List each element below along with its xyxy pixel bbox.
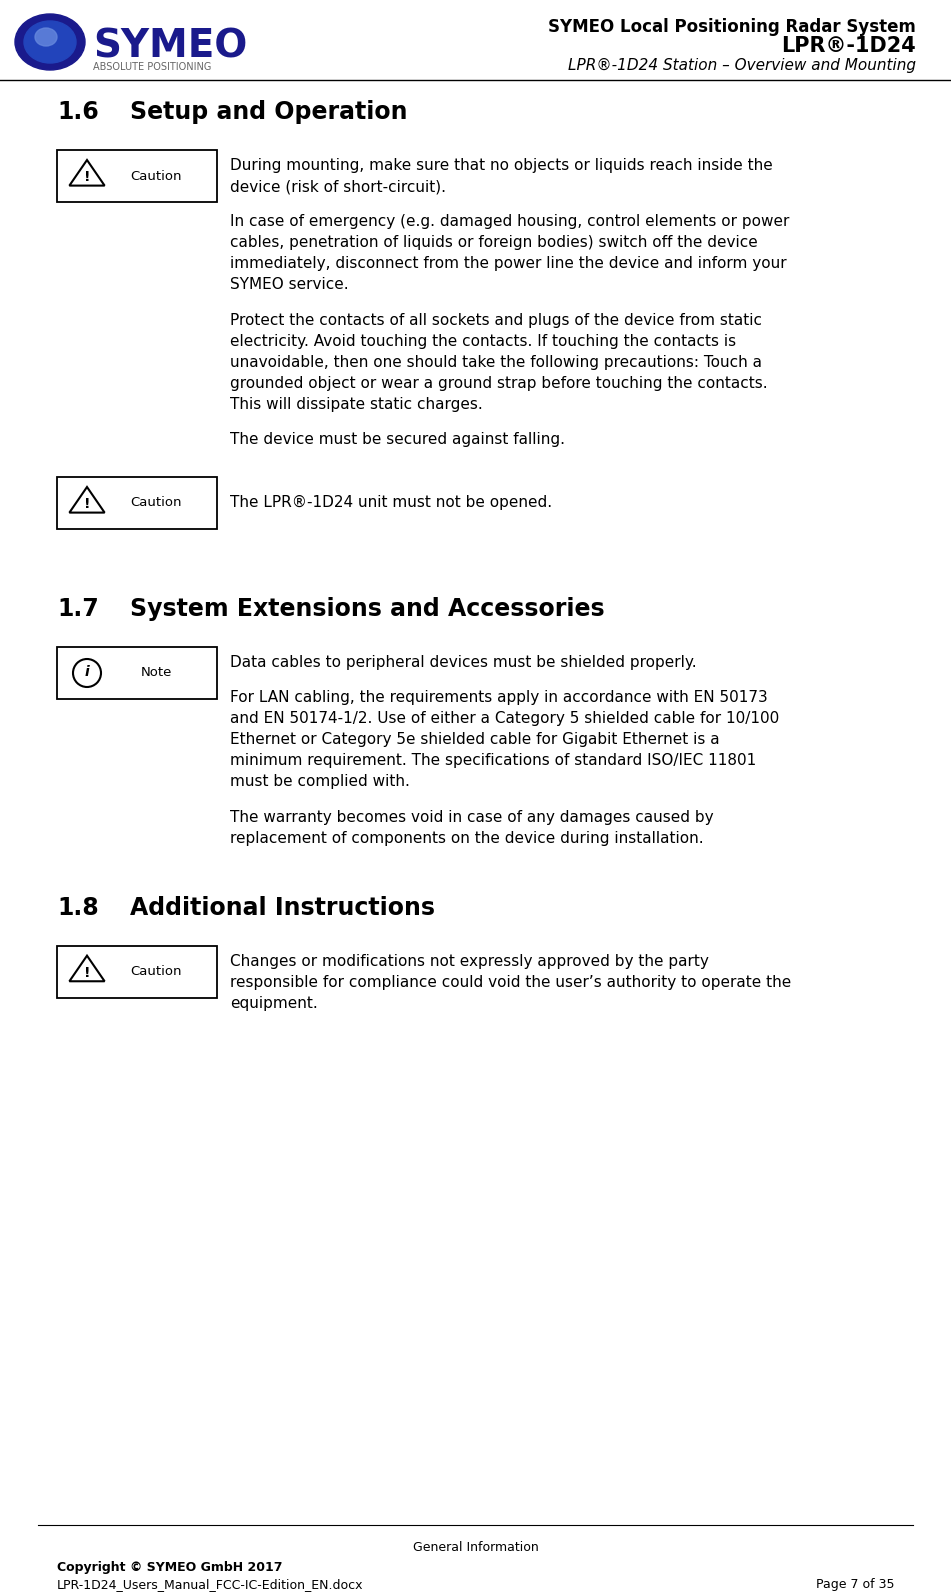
Text: !: ! bbox=[84, 965, 90, 980]
Text: grounded object or wear a ground strap before touching the contacts.: grounded object or wear a ground strap b… bbox=[230, 376, 767, 390]
Text: The device must be secured against falling.: The device must be secured against falli… bbox=[230, 432, 565, 448]
Text: minimum requirement. The specifications of standard ISO/IEC 11801: minimum requirement. The specifications … bbox=[230, 753, 756, 768]
Polygon shape bbox=[69, 487, 105, 513]
Text: This will dissipate static charges.: This will dissipate static charges. bbox=[230, 397, 483, 413]
Text: cables, penetration of liquids or foreign bodies) switch off the device: cables, penetration of liquids or foreig… bbox=[230, 236, 758, 250]
Text: Note: Note bbox=[141, 666, 172, 680]
Polygon shape bbox=[69, 956, 105, 981]
Text: Changes or modifications not expressly approved by the party: Changes or modifications not expressly a… bbox=[230, 954, 708, 969]
Text: !: ! bbox=[84, 497, 90, 511]
Text: 1.8: 1.8 bbox=[57, 895, 99, 919]
Text: replacement of components on the device during installation.: replacement of components on the device … bbox=[230, 830, 704, 846]
FancyBboxPatch shape bbox=[57, 150, 217, 202]
Text: During mounting, make sure that no objects or liquids reach inside the: During mounting, make sure that no objec… bbox=[230, 158, 773, 174]
Text: and EN 50174-1/2. Use of either a Category 5 shielded cable for 10/100: and EN 50174-1/2. Use of either a Catego… bbox=[230, 710, 779, 726]
Text: 1.6: 1.6 bbox=[57, 100, 99, 124]
Text: Caution: Caution bbox=[130, 965, 182, 978]
Text: System Extensions and Accessories: System Extensions and Accessories bbox=[130, 597, 605, 621]
Text: Ethernet or Category 5e shielded cable for Gigabit Ethernet is a: Ethernet or Category 5e shielded cable f… bbox=[230, 733, 720, 747]
Text: SYMEO service.: SYMEO service. bbox=[230, 277, 349, 293]
Text: SYMEO Local Positioning Radar System: SYMEO Local Positioning Radar System bbox=[548, 18, 916, 37]
Text: LPR®-1D24: LPR®-1D24 bbox=[782, 37, 916, 56]
Text: Setup and Operation: Setup and Operation bbox=[130, 100, 407, 124]
Text: Additional Instructions: Additional Instructions bbox=[130, 895, 435, 919]
Text: equipment.: equipment. bbox=[230, 996, 318, 1012]
Text: Caution: Caution bbox=[130, 169, 182, 183]
Text: i: i bbox=[85, 664, 89, 679]
Text: Copyright © SYMEO GmbH 2017: Copyright © SYMEO GmbH 2017 bbox=[57, 1561, 282, 1574]
Ellipse shape bbox=[35, 29, 57, 46]
Polygon shape bbox=[69, 159, 105, 186]
Text: LPR®-1D24 Station – Overview and Mounting: LPR®-1D24 Station – Overview and Mountin… bbox=[568, 57, 916, 73]
Text: unavoidable, then one should take the following precautions: Touch a: unavoidable, then one should take the fo… bbox=[230, 355, 762, 370]
Text: Protect the contacts of all sockets and plugs of the device from static: Protect the contacts of all sockets and … bbox=[230, 312, 762, 328]
Ellipse shape bbox=[15, 14, 85, 70]
Text: !: ! bbox=[84, 170, 90, 185]
Text: device (risk of short-circuit).: device (risk of short-circuit). bbox=[230, 178, 446, 194]
Text: LPR-1D24_Users_Manual_FCC-IC-Edition_EN.docx: LPR-1D24_Users_Manual_FCC-IC-Edition_EN.… bbox=[57, 1579, 363, 1591]
Text: Page 7 of 35: Page 7 of 35 bbox=[816, 1579, 894, 1591]
FancyBboxPatch shape bbox=[57, 946, 217, 997]
FancyBboxPatch shape bbox=[57, 647, 217, 699]
Text: responsible for compliance could void the user’s authority to operate the: responsible for compliance could void th… bbox=[230, 975, 791, 989]
FancyBboxPatch shape bbox=[57, 476, 217, 529]
Ellipse shape bbox=[24, 21, 76, 64]
Text: ABSOLUTE POSITIONING: ABSOLUTE POSITIONING bbox=[93, 62, 211, 72]
Text: The LPR®-1D24 unit must not be opened.: The LPR®-1D24 unit must not be opened. bbox=[230, 495, 553, 510]
Text: In case of emergency (e.g. damaged housing, control elements or power: In case of emergency (e.g. damaged housi… bbox=[230, 213, 789, 229]
Text: Data cables to peripheral devices must be shielded properly.: Data cables to peripheral devices must b… bbox=[230, 655, 697, 671]
Text: immediately, disconnect from the power line the device and inform your: immediately, disconnect from the power l… bbox=[230, 256, 786, 271]
Text: SYMEO: SYMEO bbox=[93, 29, 247, 65]
Text: The warranty becomes void in case of any damages caused by: The warranty becomes void in case of any… bbox=[230, 809, 713, 825]
Text: 1.7: 1.7 bbox=[57, 597, 99, 621]
Circle shape bbox=[73, 660, 101, 687]
Text: Caution: Caution bbox=[130, 497, 182, 510]
Text: electricity. Avoid touching the contacts. If touching the contacts is: electricity. Avoid touching the contacts… bbox=[230, 333, 736, 349]
Text: must be complied with.: must be complied with. bbox=[230, 774, 410, 790]
Text: For LAN cabling, the requirements apply in accordance with EN 50173: For LAN cabling, the requirements apply … bbox=[230, 690, 767, 706]
Text: General Information: General Information bbox=[413, 1540, 538, 1555]
